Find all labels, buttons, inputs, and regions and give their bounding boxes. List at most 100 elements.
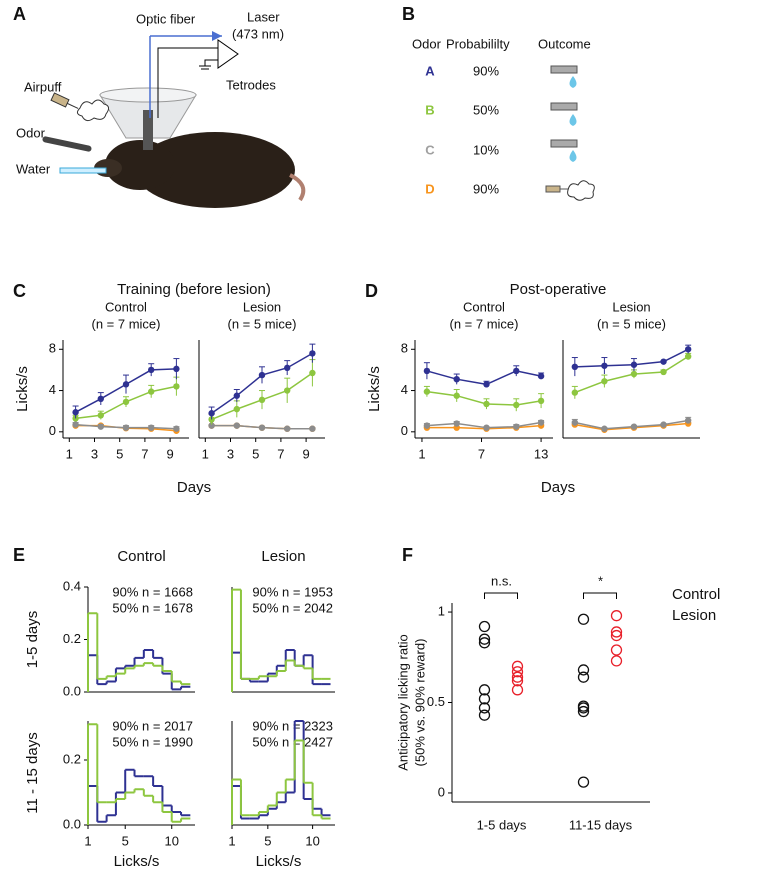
x-tick-label: 9 bbox=[302, 446, 309, 461]
data-point bbox=[478, 637, 491, 649]
label-tetrodes: Tetrodes bbox=[226, 77, 276, 92]
panel-label: D bbox=[365, 281, 378, 301]
x-tick-label: 5 bbox=[116, 446, 123, 461]
data-point bbox=[258, 424, 266, 431]
x-tick-label: 1 bbox=[228, 833, 235, 848]
data-point bbox=[72, 409, 79, 416]
legend-entry: 90% n = 1668 bbox=[112, 584, 193, 599]
data-point bbox=[233, 405, 240, 413]
y-tick-label: 4 bbox=[401, 382, 408, 397]
data-point bbox=[72, 421, 79, 428]
data-point bbox=[537, 419, 545, 426]
data-point bbox=[511, 675, 524, 687]
table-header: Probabililty bbox=[446, 36, 510, 51]
data-point bbox=[601, 425, 608, 432]
data-point bbox=[423, 388, 431, 395]
data-point bbox=[577, 705, 590, 718]
legend-entry: Control bbox=[672, 586, 720, 603]
subplot-title: Lesion bbox=[612, 299, 650, 314]
subplot-title: Control bbox=[463, 299, 505, 314]
y-tick-label: 0.0 bbox=[63, 816, 81, 831]
legend-entry: Lesion bbox=[672, 607, 716, 624]
label-wavelength: (473 nm) bbox=[232, 26, 284, 41]
data-point bbox=[577, 613, 590, 625]
data-point bbox=[610, 610, 623, 622]
y-axis-title: Licks/s bbox=[366, 366, 383, 412]
y-tick-label: 0 bbox=[438, 784, 445, 799]
data-point bbox=[173, 365, 180, 373]
panel-label: A bbox=[13, 4, 26, 24]
y-tick-label: 0.5 bbox=[427, 694, 445, 709]
legend-entry: 90% n = 1953 bbox=[252, 584, 333, 599]
legend-entry: 50% n = 2042 bbox=[252, 600, 333, 615]
legend-entry: 50% n = 1990 bbox=[112, 734, 193, 749]
row-label: 1-5 days bbox=[24, 611, 41, 669]
x-tick-label: 7 bbox=[141, 446, 148, 461]
data-point bbox=[660, 368, 667, 376]
data-point bbox=[478, 620, 491, 633]
column-title: Lesion bbox=[261, 548, 305, 565]
data-point bbox=[233, 392, 240, 399]
odor-letter: A bbox=[425, 63, 435, 78]
data-point bbox=[309, 425, 316, 432]
data-point bbox=[208, 422, 215, 429]
label-odor: Odor bbox=[16, 125, 46, 140]
data-point bbox=[284, 425, 291, 432]
setup-drawing bbox=[42, 31, 306, 208]
significance-label: n.s. bbox=[491, 573, 512, 588]
data-point bbox=[630, 423, 638, 430]
probability: 50% bbox=[473, 102, 499, 117]
data-point bbox=[513, 423, 520, 430]
data-point bbox=[684, 353, 692, 360]
data-point bbox=[577, 664, 590, 676]
data-point bbox=[453, 376, 460, 383]
data-point bbox=[284, 364, 291, 372]
y-tick-label: 0.0 bbox=[63, 683, 81, 698]
outcome-icons bbox=[545, 65, 595, 201]
x-tick-label: 9 bbox=[166, 446, 173, 461]
data-point bbox=[571, 389, 579, 396]
column-title: Control bbox=[117, 548, 165, 565]
data-point bbox=[511, 660, 524, 672]
data-point bbox=[513, 401, 520, 409]
data-point bbox=[660, 421, 667, 428]
significance-bracket bbox=[484, 592, 518, 599]
probability: 10% bbox=[473, 142, 499, 157]
legend-entry: 90% n = 2017 bbox=[112, 718, 193, 733]
data-point bbox=[148, 424, 155, 431]
panel-label: F bbox=[402, 545, 413, 565]
subplot-note: (n = 7 mice) bbox=[92, 316, 161, 331]
data-point bbox=[513, 367, 520, 375]
data-point bbox=[537, 397, 545, 405]
data-point bbox=[577, 776, 590, 788]
subplot-note: (n = 7 mice) bbox=[450, 316, 519, 331]
legend-entry: 50% n = 1678 bbox=[112, 600, 193, 615]
y-axis-title: Licks/s bbox=[14, 366, 31, 412]
panel-label: E bbox=[13, 545, 25, 565]
y-axis-title: Anticipatory licking ratio bbox=[395, 634, 410, 771]
x-tick-label: 1 bbox=[84, 833, 91, 848]
data-point bbox=[309, 369, 316, 377]
data-point bbox=[208, 410, 215, 417]
data-point bbox=[258, 371, 266, 379]
x-axis-title: Licks/s bbox=[114, 853, 160, 870]
x-axis-title: Days bbox=[177, 479, 211, 496]
chart-title: Post-operative bbox=[510, 281, 607, 298]
data-point bbox=[537, 372, 545, 380]
data-point bbox=[258, 396, 266, 404]
data-point bbox=[478, 684, 491, 696]
x-tick-label: 5 bbox=[252, 446, 259, 461]
label-water: Water bbox=[16, 161, 51, 176]
data-point bbox=[97, 423, 105, 430]
data-point bbox=[423, 367, 431, 375]
data-point bbox=[453, 392, 460, 399]
data-point bbox=[483, 400, 490, 408]
data-point bbox=[684, 346, 692, 353]
data-point bbox=[610, 644, 623, 656]
x-tick-label: 3 bbox=[227, 446, 234, 461]
data-point bbox=[478, 633, 491, 645]
odor-table: A 90% B 50% C 10% D 90% bbox=[425, 63, 499, 196]
data-point bbox=[660, 358, 667, 365]
data-point bbox=[601, 378, 608, 385]
